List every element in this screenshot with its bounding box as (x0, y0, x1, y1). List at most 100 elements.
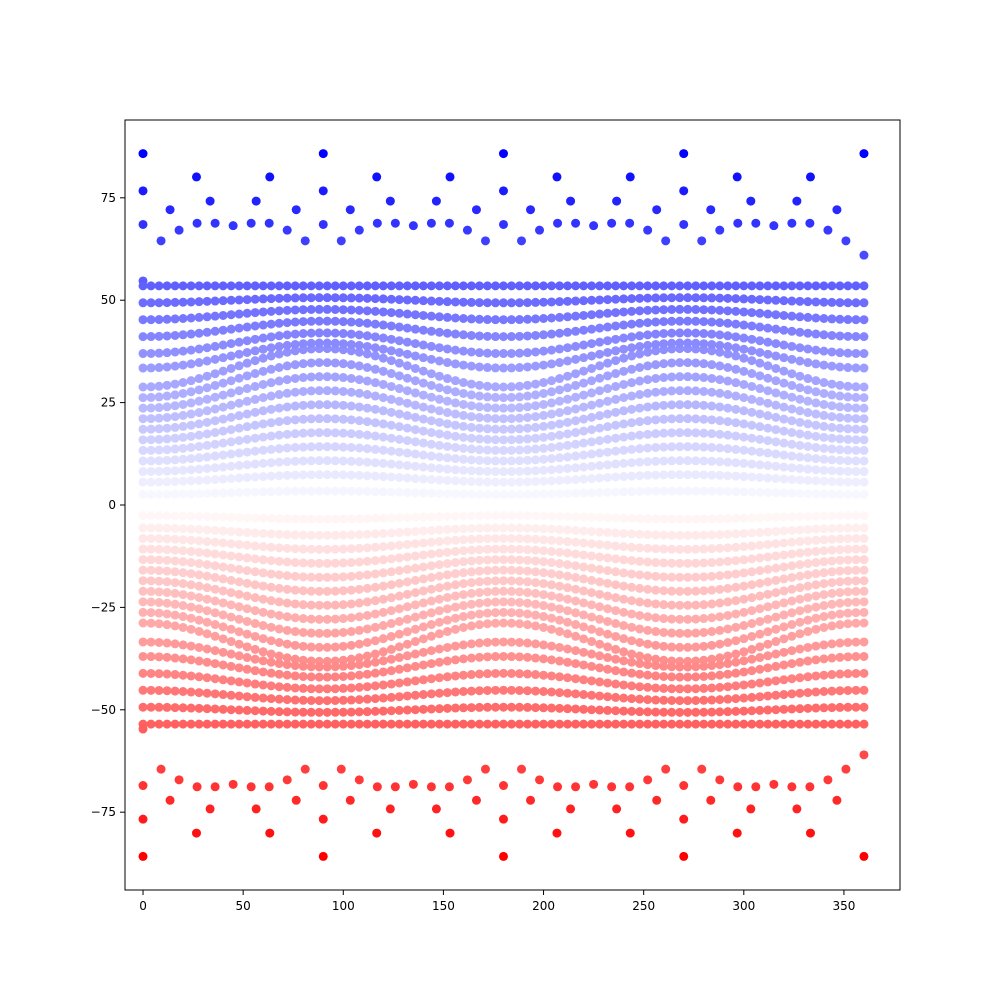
scatter-point (651, 585, 661, 595)
scatter-point (498, 607, 508, 617)
scatter-point (474, 362, 484, 372)
scatter-point (835, 719, 845, 729)
scatter-point (539, 330, 549, 340)
scatter-point (635, 486, 645, 496)
scatter-point (354, 225, 364, 235)
scatter-point (723, 669, 733, 679)
scatter-point (787, 659, 797, 669)
scatter-point (675, 358, 685, 368)
scatter-point (322, 358, 332, 368)
scatter-point (418, 353, 428, 363)
scatter-point (490, 414, 500, 424)
scatter-point (731, 622, 741, 632)
scatter-point (531, 489, 541, 499)
scatter-point (290, 360, 300, 370)
scatter-point (651, 360, 661, 370)
scatter-point (627, 458, 637, 468)
scatter-point (795, 606, 805, 616)
scatter-point (372, 172, 382, 182)
scatter-point (611, 644, 621, 654)
scatter-point (827, 455, 837, 465)
scatter-point (667, 328, 677, 338)
scatter-point (370, 404, 380, 414)
scatter-point (146, 668, 156, 678)
scatter-point (835, 298, 845, 308)
scatter-point (338, 456, 348, 466)
scatter-point (474, 281, 484, 291)
scatter-point (330, 628, 340, 638)
scatter-point (755, 487, 765, 497)
scatter-point (226, 461, 236, 471)
scatter-point (651, 429, 661, 439)
scatter-point (827, 412, 837, 422)
scatter-point (258, 634, 268, 644)
scatter-point (547, 387, 557, 397)
scatter-point (138, 544, 148, 554)
scatter-point (635, 403, 645, 413)
scatter-point (362, 331, 372, 341)
scatter-point (667, 428, 677, 438)
scatter-point (290, 571, 300, 581)
scatter-point (779, 402, 789, 412)
scatter-point (474, 445, 484, 455)
scatter-point (146, 576, 156, 586)
scatter-point (643, 543, 653, 553)
scatter-point (186, 602, 196, 612)
scatter-point (226, 437, 236, 447)
scatter-point (250, 593, 260, 603)
scatter-point (370, 719, 380, 729)
scatter-point (234, 614, 244, 624)
scatter-point (378, 320, 388, 330)
scatter-point (490, 332, 500, 342)
scatter-point (771, 512, 781, 522)
scatter-point (466, 703, 476, 713)
scatter-point (715, 598, 725, 608)
scatter-point (507, 523, 516, 533)
scatter-point (306, 586, 316, 596)
scatter-point (531, 567, 541, 577)
scatter-point (751, 218, 761, 228)
scatter-point (683, 558, 693, 568)
scatter-point (202, 644, 212, 654)
scatter-point (282, 571, 292, 581)
scatter-point (707, 339, 717, 349)
scatter-point (699, 719, 709, 729)
scatter-point (763, 589, 773, 599)
scatter-point (290, 456, 300, 466)
scatter-point (210, 689, 220, 699)
scatter-point (466, 523, 476, 533)
scatter-point (250, 281, 260, 291)
scatter-point (442, 475, 452, 485)
scatter-point (811, 409, 821, 419)
scatter-point (651, 346, 661, 356)
scatter-point (507, 511, 516, 521)
scatter-point (274, 707, 284, 717)
scatter-point (354, 775, 364, 785)
scatter-point (523, 545, 533, 555)
scatter-point (827, 578, 837, 588)
scatter-point (747, 321, 757, 331)
scatter-point (531, 534, 541, 544)
scatter-point (434, 571, 444, 581)
scatter-point (523, 638, 533, 648)
scatter-point (795, 548, 805, 558)
scatter-point (490, 403, 500, 413)
scatter-point (707, 346, 717, 356)
scatter-point (683, 614, 693, 624)
scatter-point (571, 341, 581, 351)
scatter-point (450, 580, 460, 590)
scatter-point (322, 414, 332, 424)
scatter-point (458, 535, 468, 545)
scatter-point (354, 682, 364, 692)
scatter-point (298, 414, 308, 424)
scatter-point (298, 281, 308, 291)
scatter-point (679, 149, 689, 159)
scatter-point (490, 608, 500, 618)
scatter-point (683, 707, 693, 717)
scatter-point (154, 576, 164, 586)
scatter-point (795, 343, 805, 353)
scatter-point (498, 435, 508, 445)
scatter-point (466, 466, 476, 476)
scatter-point (154, 381, 164, 391)
